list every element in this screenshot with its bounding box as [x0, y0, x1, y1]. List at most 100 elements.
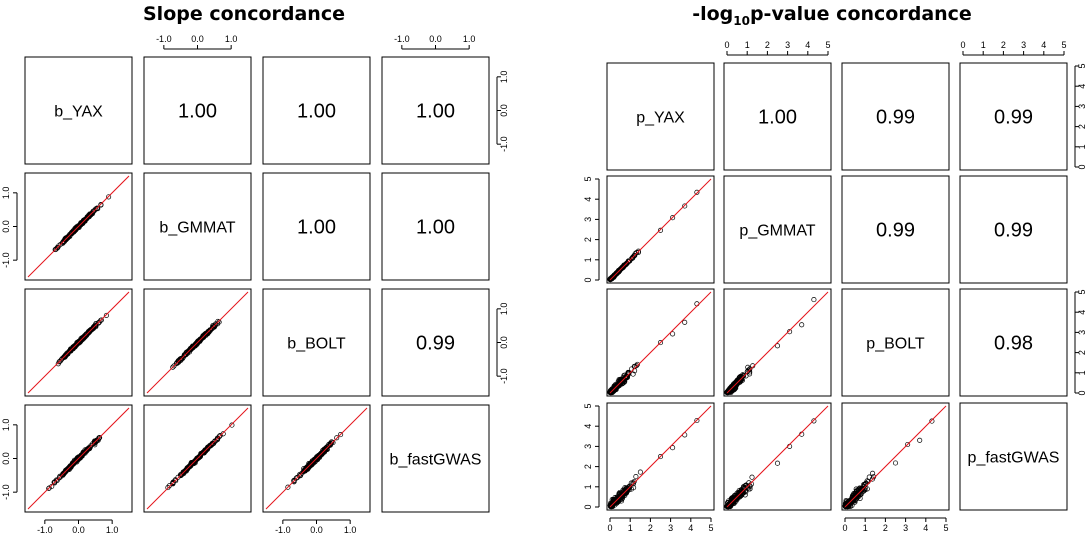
slope-point — [77, 455, 83, 462]
slope-point — [322, 447, 328, 453]
pvalue-right-tick-label: 4 — [1077, 310, 1087, 315]
pvalue-title-subscript: 10 — [733, 14, 750, 28]
pvalue-top-tick-label: 5 — [825, 40, 830, 50]
pvalue-point — [616, 382, 622, 389]
pvalue-top-tick-label: 4 — [805, 40, 810, 50]
slope-left-tick-label: 0.0 — [1, 452, 11, 465]
pvalue-point — [845, 504, 852, 510]
pvalue-point — [670, 215, 676, 221]
slope-cell-1-2 — [262, 172, 371, 281]
pvalue-left-tick-label: 5 — [583, 176, 593, 181]
slope-point — [216, 433, 223, 439]
pvalue-point — [609, 502, 615, 509]
pvalue-point — [732, 383, 738, 389]
slope-top-tick-label: 0.0 — [429, 34, 442, 44]
slope-point — [58, 357, 64, 363]
pvalue-point — [736, 374, 742, 380]
pvalue-variable-label: p_fastGWAS — [968, 450, 1060, 467]
pvalue-correlation-value: 0.98 — [994, 333, 1033, 355]
slope-point — [46, 485, 52, 491]
slope-point — [320, 450, 326, 456]
pvalue-point — [892, 460, 899, 466]
pvalue-left-tick-label: 0 — [583, 277, 593, 282]
slope-bottom-tick-label: 1.0 — [106, 525, 119, 535]
pvalue-point — [622, 262, 628, 268]
pvalue-top-tick-label: 0 — [724, 40, 729, 50]
pvalue-pairs-panel: p_YAX 1.00 0.99 0.99 p_GMMAT 0.99 0.99 p_BOLT 0.… — [583, 40, 1087, 533]
pvalue-top-tick-label: 5 — [1061, 40, 1066, 50]
slope-point — [197, 338, 203, 345]
slope-point — [338, 432, 344, 438]
pvalue-point — [657, 454, 664, 460]
pvalue-bottom-tick-label: 3 — [668, 523, 673, 533]
pvalue-point — [740, 372, 747, 378]
pvalue-point — [670, 445, 676, 451]
pvalue-point — [725, 504, 731, 510]
pvalue-correlation-value: 0.99 — [994, 220, 1033, 242]
slope-point — [57, 474, 63, 480]
slope-point — [196, 454, 202, 460]
slope-point — [191, 459, 197, 465]
slope-point — [294, 474, 300, 480]
slope-top-tick-label: -1.0 — [394, 34, 410, 44]
slope-bottom-tick-label: 0.0 — [310, 525, 323, 535]
slope-point — [71, 344, 77, 350]
slope-identity-line — [146, 407, 249, 510]
slope-point — [93, 206, 99, 212]
slope-title: Slope concordance — [143, 3, 345, 25]
slope-point — [88, 212, 94, 218]
slope-point — [92, 438, 98, 445]
slope-bottom-tick-label: 0.0 — [72, 525, 85, 535]
slope-correlation-value: 1.00 — [178, 101, 217, 123]
pvalue-left-tick-label: 2 — [583, 237, 593, 242]
slope-cell-0-2 — [262, 56, 371, 165]
pvalue-bottom-tick-label: 0 — [842, 523, 847, 533]
slope-point — [75, 224, 81, 230]
slope-point — [82, 216, 89, 222]
slope-identity-line — [27, 175, 130, 278]
slope-point — [215, 321, 221, 327]
slope-point — [57, 241, 63, 248]
pvalue-point — [618, 266, 624, 272]
pvalue-point — [657, 227, 664, 233]
pvalue-identity-line — [609, 291, 712, 394]
slope-correlation-value: 1.00 — [416, 217, 455, 239]
slope-variable-label: b_BOLT — [287, 336, 346, 353]
pvalue-point — [917, 437, 923, 443]
slope-variable-label: b_YAX — [54, 104, 103, 121]
slope-point — [57, 358, 63, 364]
pvalue-bottom-tick-label: 3 — [903, 523, 908, 533]
slope-bottom-tick-label: -1.0 — [275, 525, 291, 535]
pvalue-correlation-value: 0.99 — [876, 107, 915, 129]
pvalue-identity-line — [609, 178, 712, 281]
slope-point — [83, 448, 89, 454]
slope-point — [329, 439, 335, 445]
pvalue-left-tick-label: 0 — [583, 504, 593, 509]
slope-left-tick-label: -1.0 — [1, 252, 11, 268]
slope-point — [175, 474, 181, 480]
pvalue-title-prefix: -log — [692, 3, 733, 25]
slope-point — [98, 201, 104, 208]
pvalue-point — [774, 343, 781, 349]
pvalue-point — [631, 485, 637, 491]
pvalue-point — [847, 500, 854, 506]
pvalue-point — [727, 387, 734, 393]
slope-top-tick-label: 1.0 — [463, 34, 476, 44]
slope-cell-0-3 — [381, 56, 490, 165]
pvalue-point — [608, 504, 614, 510]
pvalue-identity-line — [726, 405, 829, 508]
pvalue-point — [622, 489, 629, 495]
slope-point — [186, 464, 192, 470]
pvalue-point — [682, 203, 688, 209]
pvalue-top-tick-label: 1 — [981, 40, 986, 50]
pvalue-top-tick-label: 0 — [960, 40, 965, 50]
pvalue-cell-1-3 — [959, 175, 1068, 284]
pvalue-point — [747, 483, 753, 489]
pvalue-identity-line — [609, 405, 712, 508]
pvalue-point — [905, 441, 911, 448]
pvalue-right-tick-label: 1 — [1077, 144, 1087, 149]
slope-point — [319, 451, 325, 457]
slope-point — [63, 352, 69, 358]
pvalue-point — [787, 329, 793, 335]
